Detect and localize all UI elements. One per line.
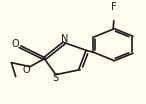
Text: O: O xyxy=(23,65,30,75)
Text: F: F xyxy=(111,2,117,12)
Text: S: S xyxy=(52,73,58,83)
Text: O: O xyxy=(11,39,19,49)
Text: N: N xyxy=(61,34,68,44)
